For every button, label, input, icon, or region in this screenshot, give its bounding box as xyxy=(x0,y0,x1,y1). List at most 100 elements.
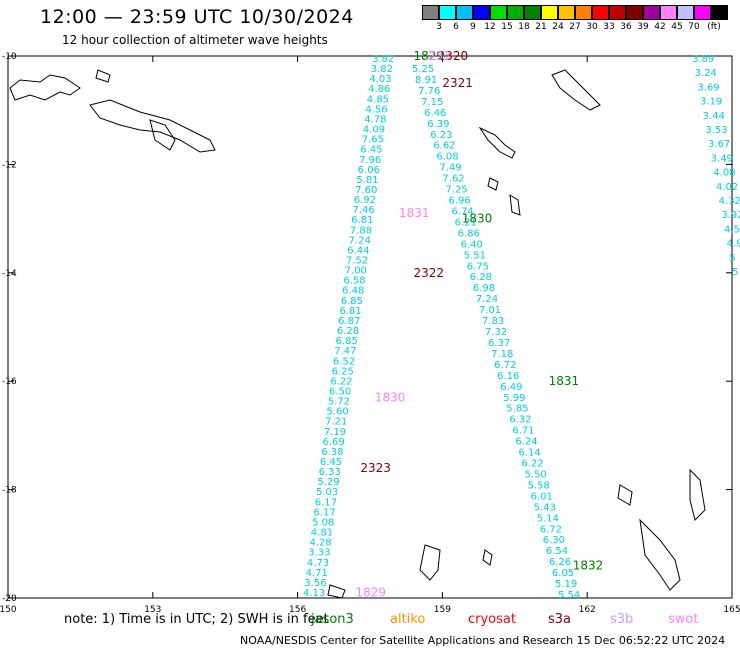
swath-value-left: 6.17 xyxy=(313,507,335,518)
swath-value-middle: 6.30 xyxy=(543,535,565,546)
swath-value-left: 5.03 xyxy=(316,487,338,498)
colorbar-swatch xyxy=(558,5,575,20)
swath-value-left: 4.86 xyxy=(368,84,390,95)
x-tick-label: 150 xyxy=(0,605,17,615)
swath-value-middle: 6.16 xyxy=(497,371,519,382)
swath-value-left: 5.60 xyxy=(326,407,348,418)
colorbar-swatch xyxy=(422,5,439,20)
colorbar-swatch xyxy=(490,5,507,20)
swath-value-left: 3.82 xyxy=(372,54,394,65)
track-time-label: 1831 xyxy=(399,206,430,220)
satellite-legend-s3a: s3a xyxy=(548,612,572,627)
swath-value-left: 7.24 xyxy=(349,235,371,246)
swath-value-middle: 6.23 xyxy=(430,130,452,141)
swath-value-right: 3.19 xyxy=(700,97,722,108)
swath-value-middle: 6.39 xyxy=(427,119,449,130)
swath-value-right: 4.5 xyxy=(724,224,740,235)
colorbar-swatch xyxy=(575,5,592,20)
colorbar-label: 21 xyxy=(535,22,547,32)
track-time-label: 1830 xyxy=(375,390,406,404)
colorbar-label: 18 xyxy=(518,22,530,32)
swath-value-left: 6.48 xyxy=(342,286,364,297)
colorbar-label: 9 xyxy=(470,22,476,32)
swath-value-middle: 6.72 xyxy=(540,524,562,535)
map-subtitle: 12 hour collection of altimeter wave hei… xyxy=(62,33,328,47)
swath-value-left: 6.85 xyxy=(341,296,363,307)
swath-value-left: 6.69 xyxy=(323,437,345,448)
y-tick-label: -20 xyxy=(2,594,17,604)
x-tick-label: 165 xyxy=(723,605,740,615)
x-tick-label: 156 xyxy=(289,605,306,615)
swath-value-middle: 5.58 xyxy=(528,480,550,491)
swath-value-middle: 5.54 xyxy=(558,590,580,601)
swath-value-left: 4.28 xyxy=(310,538,332,549)
swath-value-middle: 6.75 xyxy=(467,261,489,272)
swath-value-left: 5.72 xyxy=(328,397,350,408)
colorbar-swatch xyxy=(541,5,558,20)
satellite-legend-s3b: s3b xyxy=(610,612,634,627)
coastline xyxy=(95,69,111,83)
coastline xyxy=(482,549,493,566)
swath-value-left: 7.21 xyxy=(325,417,347,428)
swath-value-middle: 5.25 xyxy=(412,64,434,75)
swath-value-right: 3.49 xyxy=(711,153,733,164)
colorbar-label: (ft) xyxy=(707,22,721,32)
colorbar-swatch xyxy=(456,5,473,20)
track-time-label: 2321 xyxy=(442,76,473,90)
swath-value-left: 6.17 xyxy=(315,497,337,508)
colorbar-label: 70 xyxy=(688,22,700,32)
swath-value-left: 6.81 xyxy=(351,215,373,226)
track-time-label: 1829 xyxy=(413,49,444,63)
swath-value-middle: 5.51 xyxy=(464,250,486,261)
swath-value-left: 7.96 xyxy=(359,155,381,166)
swath-value-middle: 6.05 xyxy=(552,568,574,579)
map-title: 12:00 — 23:59 UTC 10/30/2024 xyxy=(40,6,354,28)
swath-value-middle: 6.22 xyxy=(522,459,544,470)
colorbar-swatch xyxy=(626,5,643,20)
coastline xyxy=(327,584,346,599)
coastline xyxy=(689,468,706,521)
coastline xyxy=(551,69,601,111)
swath-value-left: 5.29 xyxy=(317,477,339,488)
track-time-label: 1830 xyxy=(462,212,493,226)
swath-value-middle: 7.83 xyxy=(482,316,504,327)
track-time-label: 2320 xyxy=(438,49,469,63)
swath-value-middle: 8.91 xyxy=(415,75,437,86)
swath-value-left: 7.19 xyxy=(324,427,346,438)
satellite-legend-jason3: jason3 xyxy=(311,612,354,627)
swath-value-left: 6.92 xyxy=(354,195,376,206)
swath-value-middle: 6.32 xyxy=(509,415,531,426)
satellite-legend-altiko: altiko xyxy=(390,612,426,627)
swath-value-middle: 7.18 xyxy=(491,349,513,360)
coastline xyxy=(419,544,441,581)
swath-value-left: 4.13 xyxy=(303,588,325,599)
swath-value-middle: 6.96 xyxy=(449,196,471,207)
swath-value-left: 6.45 xyxy=(360,145,382,156)
y-tick-label: -16 xyxy=(2,377,17,387)
coastline xyxy=(478,126,516,159)
swath-value-left: 5.81 xyxy=(356,175,378,186)
coastline xyxy=(9,74,81,101)
track-time-label: 233 xyxy=(428,49,451,63)
colorbar-label: 30 xyxy=(586,22,598,32)
swath-value-middle: 7.76 xyxy=(418,86,440,97)
colorbar-swatch xyxy=(439,5,456,20)
swath-value-left: 4.73 xyxy=(307,558,329,569)
swath-value-middle: 7.25 xyxy=(445,185,467,196)
swath-value-left: 6.28 xyxy=(337,326,359,337)
satellite-legend-cryosat: cryosat xyxy=(468,612,516,627)
colorbar-label: 6 xyxy=(453,22,459,32)
coastline xyxy=(89,99,216,153)
track-time-label: 1832 xyxy=(573,558,604,572)
swath-value-left: 6.50 xyxy=(329,386,351,397)
swath-value-right: 3.69 xyxy=(697,82,719,93)
swath-value-middle: 6.62 xyxy=(433,141,455,152)
map-frame xyxy=(7,55,733,599)
swath-value-right: 4.32 xyxy=(719,196,740,207)
swath-value-left: 4.78 xyxy=(364,114,386,125)
swath-value-right: 5 xyxy=(732,267,738,278)
colorbar-swatch xyxy=(609,5,626,20)
track-time-label: 1831 xyxy=(549,374,580,388)
swath-value-middle: 6.28 xyxy=(470,272,492,283)
swath-value-right: 5 xyxy=(729,253,735,264)
